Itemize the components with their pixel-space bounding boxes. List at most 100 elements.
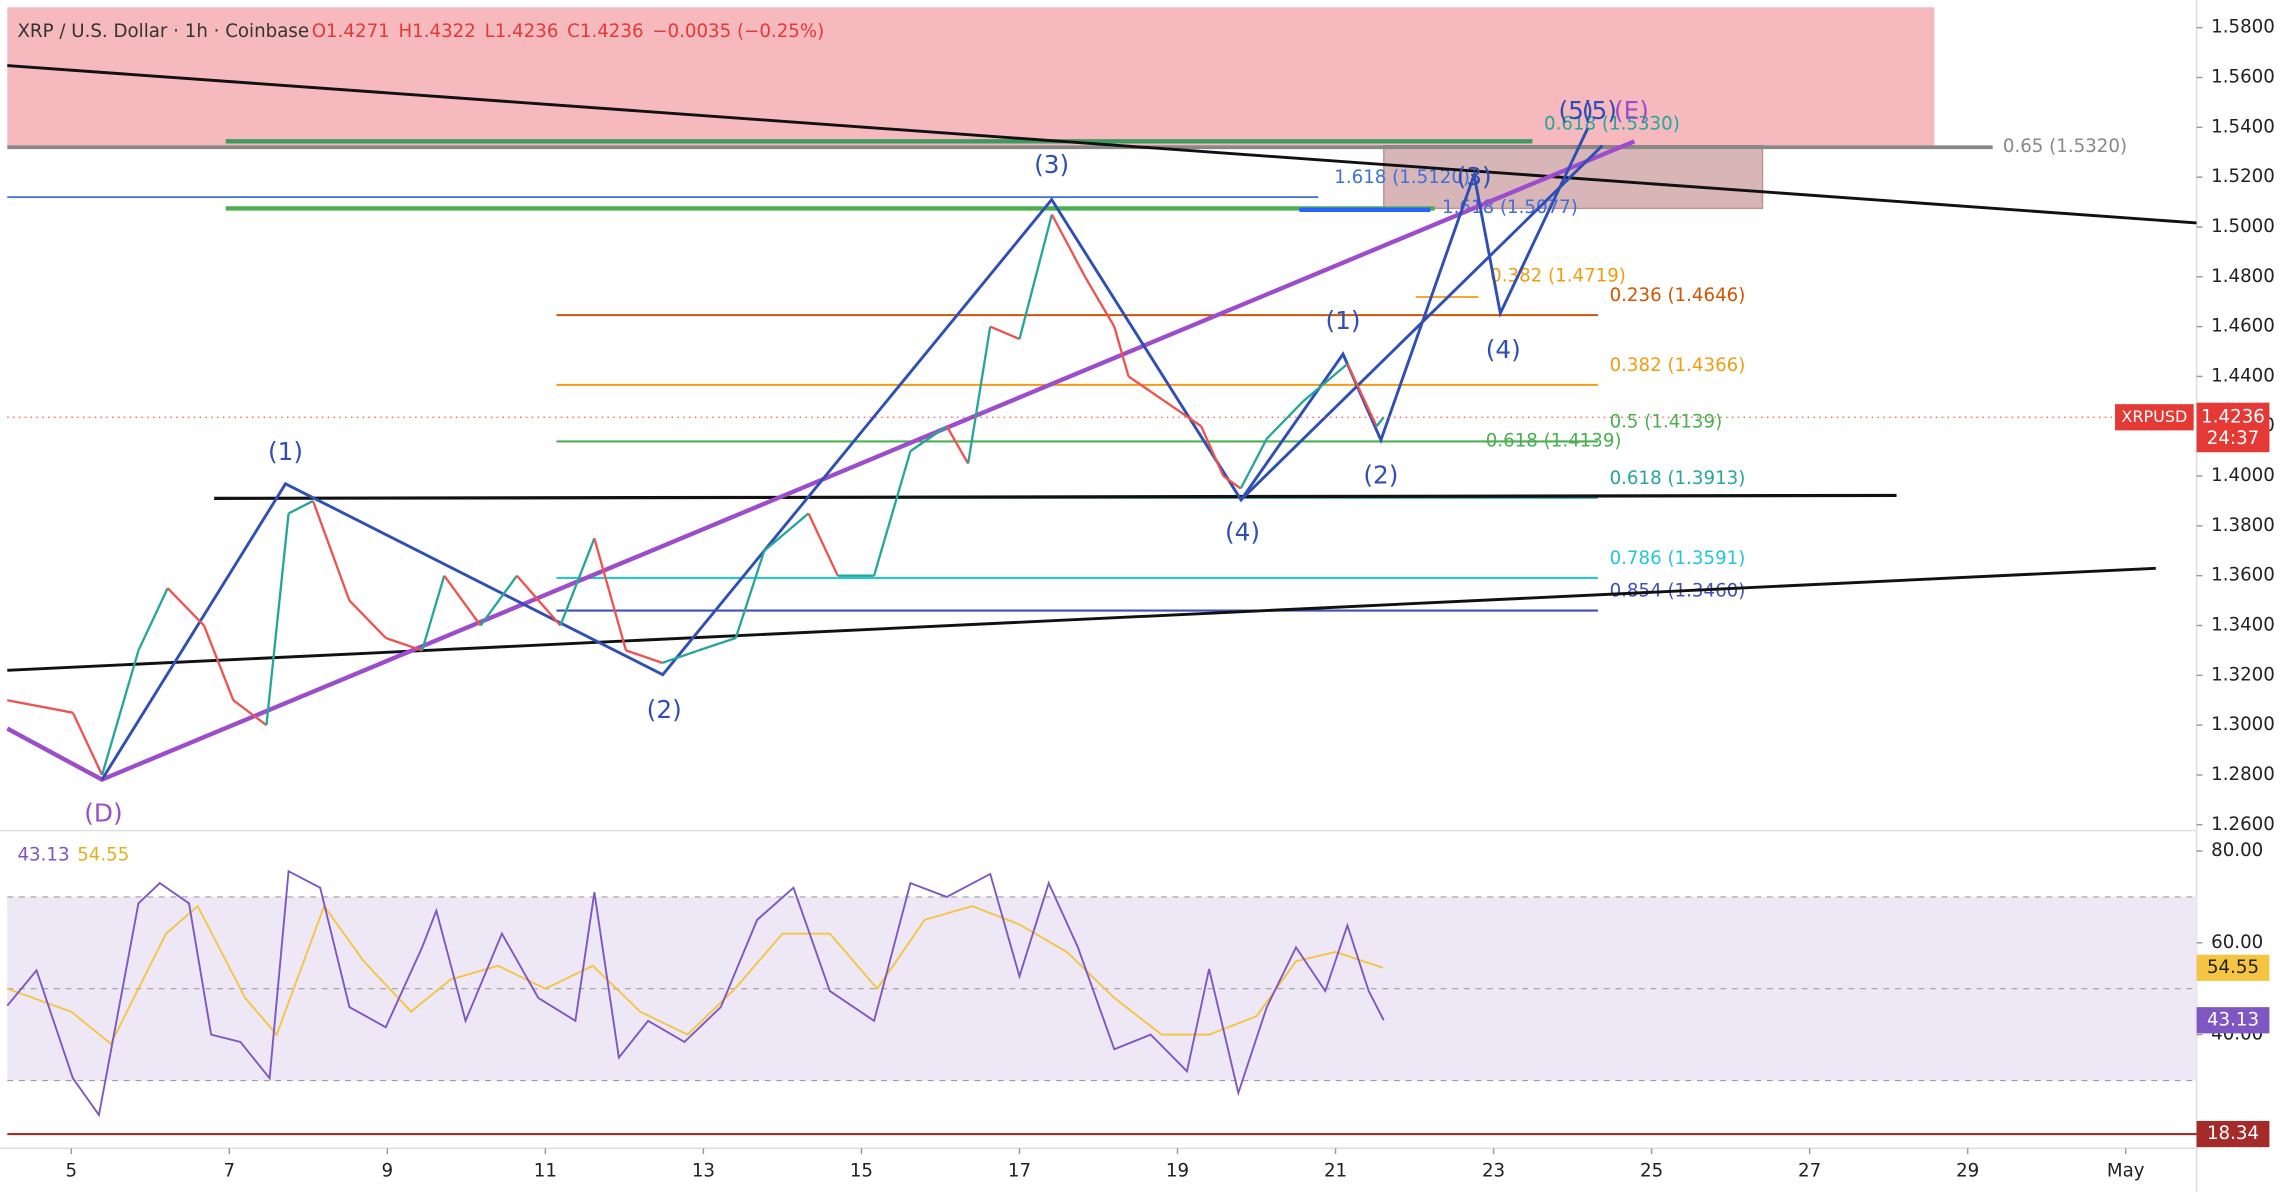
wave-label: (1) xyxy=(268,437,303,466)
fib-label: 0.382 (1.4366) xyxy=(1610,355,1746,376)
rsi-ma-badge: 54.55 xyxy=(2207,957,2259,978)
wave-label: (3) xyxy=(1457,162,1492,191)
price-segment xyxy=(1200,425,1225,477)
rsi-ma-value: 54.55 xyxy=(77,844,129,865)
price-segment xyxy=(1265,400,1304,440)
x-tick-label: May xyxy=(2107,1161,2145,1182)
price-segment xyxy=(872,450,912,577)
price-segment xyxy=(348,599,387,639)
x-tick-label: 25 xyxy=(1640,1161,1663,1182)
fib-label: 0.786 (1.3591) xyxy=(1610,548,1746,569)
price-segment xyxy=(1018,214,1053,340)
price-segment xyxy=(202,625,235,701)
rsi-badge: 43.13 xyxy=(2207,1009,2259,1030)
x-tick-label: 5 xyxy=(65,1161,77,1182)
price-segment xyxy=(763,512,810,552)
fib-label: 0.382 (1.4719) xyxy=(1490,266,1626,287)
y-tick-label: 1.2600 xyxy=(2211,814,2275,835)
y-tick-label: 1.5200 xyxy=(2211,166,2275,187)
price-segment xyxy=(1084,276,1116,328)
price-segment xyxy=(311,500,351,601)
fib-label: 1.618 (1.5120) xyxy=(1334,167,1470,188)
ohlc-value: C1.4236 xyxy=(567,21,643,42)
y-tick-label: 1.3400 xyxy=(2211,615,2275,636)
y-tick-label: 1.5600 xyxy=(2211,67,2275,88)
price-segment xyxy=(559,537,596,626)
wave-label: (E) xyxy=(1614,96,1649,125)
rsi-badge-bg xyxy=(2196,1007,2270,1034)
trend-line xyxy=(7,64,2197,225)
rsi-floor-badge-bg xyxy=(2196,1120,2270,1148)
price-segment xyxy=(166,587,205,627)
price-segment xyxy=(807,512,839,577)
rsi-ma-line xyxy=(6,904,1384,1046)
y-tick-label: 60.00 xyxy=(2211,932,2263,953)
fib-label: 0.65 (1.5320) xyxy=(2003,136,2127,157)
wave-label: (4) xyxy=(1486,335,1521,364)
price-segment xyxy=(966,326,992,464)
price-segment xyxy=(516,574,562,627)
fib-label: 0.618 (1.3913) xyxy=(1610,468,1746,489)
y-tick-label: 1.5000 xyxy=(2211,216,2275,237)
wave-label: (D) xyxy=(84,799,122,828)
trend-line xyxy=(1240,144,1604,501)
trend-line xyxy=(100,127,1590,781)
wave-label: (3) xyxy=(1034,150,1069,179)
x-tick-label: 23 xyxy=(1482,1161,1505,1182)
price-segment xyxy=(734,550,766,639)
y-tick-label: 1.4000 xyxy=(2211,465,2275,486)
price-segment xyxy=(1127,375,1166,403)
y-tick-label: 1.3000 xyxy=(2211,714,2275,735)
symbol-badge-bg xyxy=(2115,404,2194,431)
wave-label: (5) xyxy=(1559,96,1594,125)
price-segment xyxy=(1346,363,1378,427)
x-tick-label: 7 xyxy=(224,1161,236,1182)
x-tick-label: 9 xyxy=(382,1161,394,1182)
symbol-title: XRP / U.S. Dollar · 1h · Coinbase xyxy=(17,21,309,42)
fib-label: 0.618 (1.5330) xyxy=(1544,113,1680,134)
x-tick-label: 11 xyxy=(534,1161,557,1182)
y-tick-label: 1.2800 xyxy=(2211,764,2275,785)
price-segment xyxy=(479,575,518,627)
price-segment xyxy=(71,712,104,776)
price-segment xyxy=(7,699,74,714)
y-tick-label: 1.5400 xyxy=(2211,116,2275,137)
wave-label: (2) xyxy=(647,695,682,724)
fib-label: 0.618 (1.4139) xyxy=(1486,430,1622,451)
price-badge-bg xyxy=(2196,402,2270,453)
price-segment xyxy=(1164,400,1202,428)
x-tick-label: 29 xyxy=(1956,1161,1979,1182)
y-tick-label: 1.4800 xyxy=(2211,266,2275,287)
price-segment xyxy=(625,649,663,664)
ohlc-value: −0.0035 (−0.25%) xyxy=(652,21,824,42)
y-tick-label: 1.3600 xyxy=(2211,565,2275,586)
price-segment xyxy=(909,425,948,453)
rsi-floor-badge: 18.34 xyxy=(2207,1123,2259,1144)
price-segment xyxy=(443,575,482,627)
y-tick-label: 1.4600 xyxy=(2211,316,2275,337)
price-segment xyxy=(288,499,314,515)
wave-label: (2) xyxy=(1363,461,1398,490)
price-segment xyxy=(1050,213,1087,278)
price-segment xyxy=(698,636,737,652)
price-segment xyxy=(1113,326,1130,377)
wave-label: (5) xyxy=(1582,96,1617,125)
symbol-badge: XRPUSD xyxy=(2121,407,2187,426)
price-segment xyxy=(593,538,628,651)
wave-label: (1) xyxy=(1325,306,1360,335)
supply-zone xyxy=(7,7,1935,146)
price-segment xyxy=(1302,363,1349,403)
fib-label: 0.5 (1.4139) xyxy=(1610,411,1723,432)
price-segment xyxy=(1239,438,1268,490)
x-tick-label: 15 xyxy=(850,1161,873,1182)
price-segment xyxy=(945,425,970,465)
y-tick-label: 1.5800 xyxy=(2211,17,2275,38)
rsi-value: 43.13 xyxy=(17,844,69,865)
ohlc-value: H1.4322 xyxy=(398,21,475,42)
x-tick-label: 17 xyxy=(1008,1161,1031,1182)
wave-label: (4) xyxy=(1225,517,1260,546)
trend-line xyxy=(7,566,2156,672)
y-tick-label: 1.4400 xyxy=(2211,365,2275,386)
x-tick-label: 21 xyxy=(1324,1161,1347,1182)
